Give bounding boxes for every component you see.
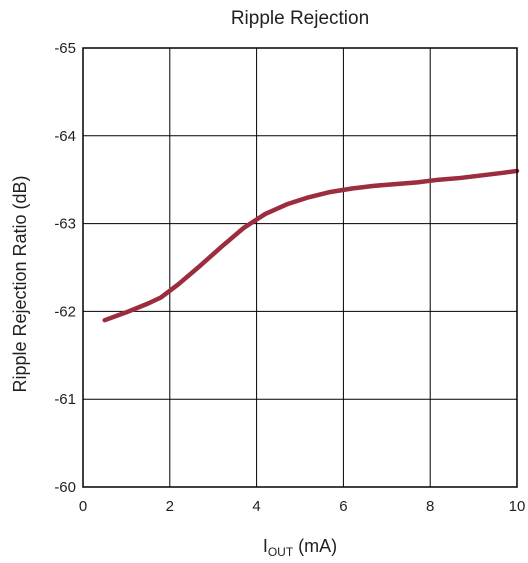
x-tick-labels: 0 2 4 6 8 10	[79, 498, 526, 515]
plot-series	[102, 168, 520, 323]
x-tick-label: 6	[339, 498, 347, 515]
y-tick-label: -65	[54, 40, 76, 57]
x-tick-label: 0	[79, 498, 87, 515]
x-tick-label: 10	[509, 498, 526, 515]
x-axis-label-subscript: OUT	[268, 545, 294, 559]
y-tick-label: -64	[54, 128, 76, 145]
y-tick-label: -60	[54, 479, 76, 496]
y-tick-label: -62	[54, 303, 76, 320]
series-line	[102, 168, 520, 323]
plot-frame	[82, 47, 518, 488]
y-axis-label: Ripple Rejection Ratio (dB)	[10, 175, 30, 392]
y-tick-label: -63	[54, 216, 76, 233]
chart-title: Ripple Rejection	[231, 8, 369, 29]
x-tick-label: 2	[166, 498, 174, 515]
x-axis-label-unit: (mA)	[293, 536, 337, 556]
x-tick-label: 4	[252, 498, 260, 515]
x-tick-label: 8	[426, 498, 434, 515]
x-axis-label-main: I	[263, 536, 268, 556]
grid	[82, 47, 518, 488]
y-tick-label: -61	[54, 391, 76, 408]
x-axis-label: IOUT (mA)	[263, 536, 337, 559]
y-tick-labels: -65 -64 -63 -62 -61 -60	[54, 40, 76, 496]
